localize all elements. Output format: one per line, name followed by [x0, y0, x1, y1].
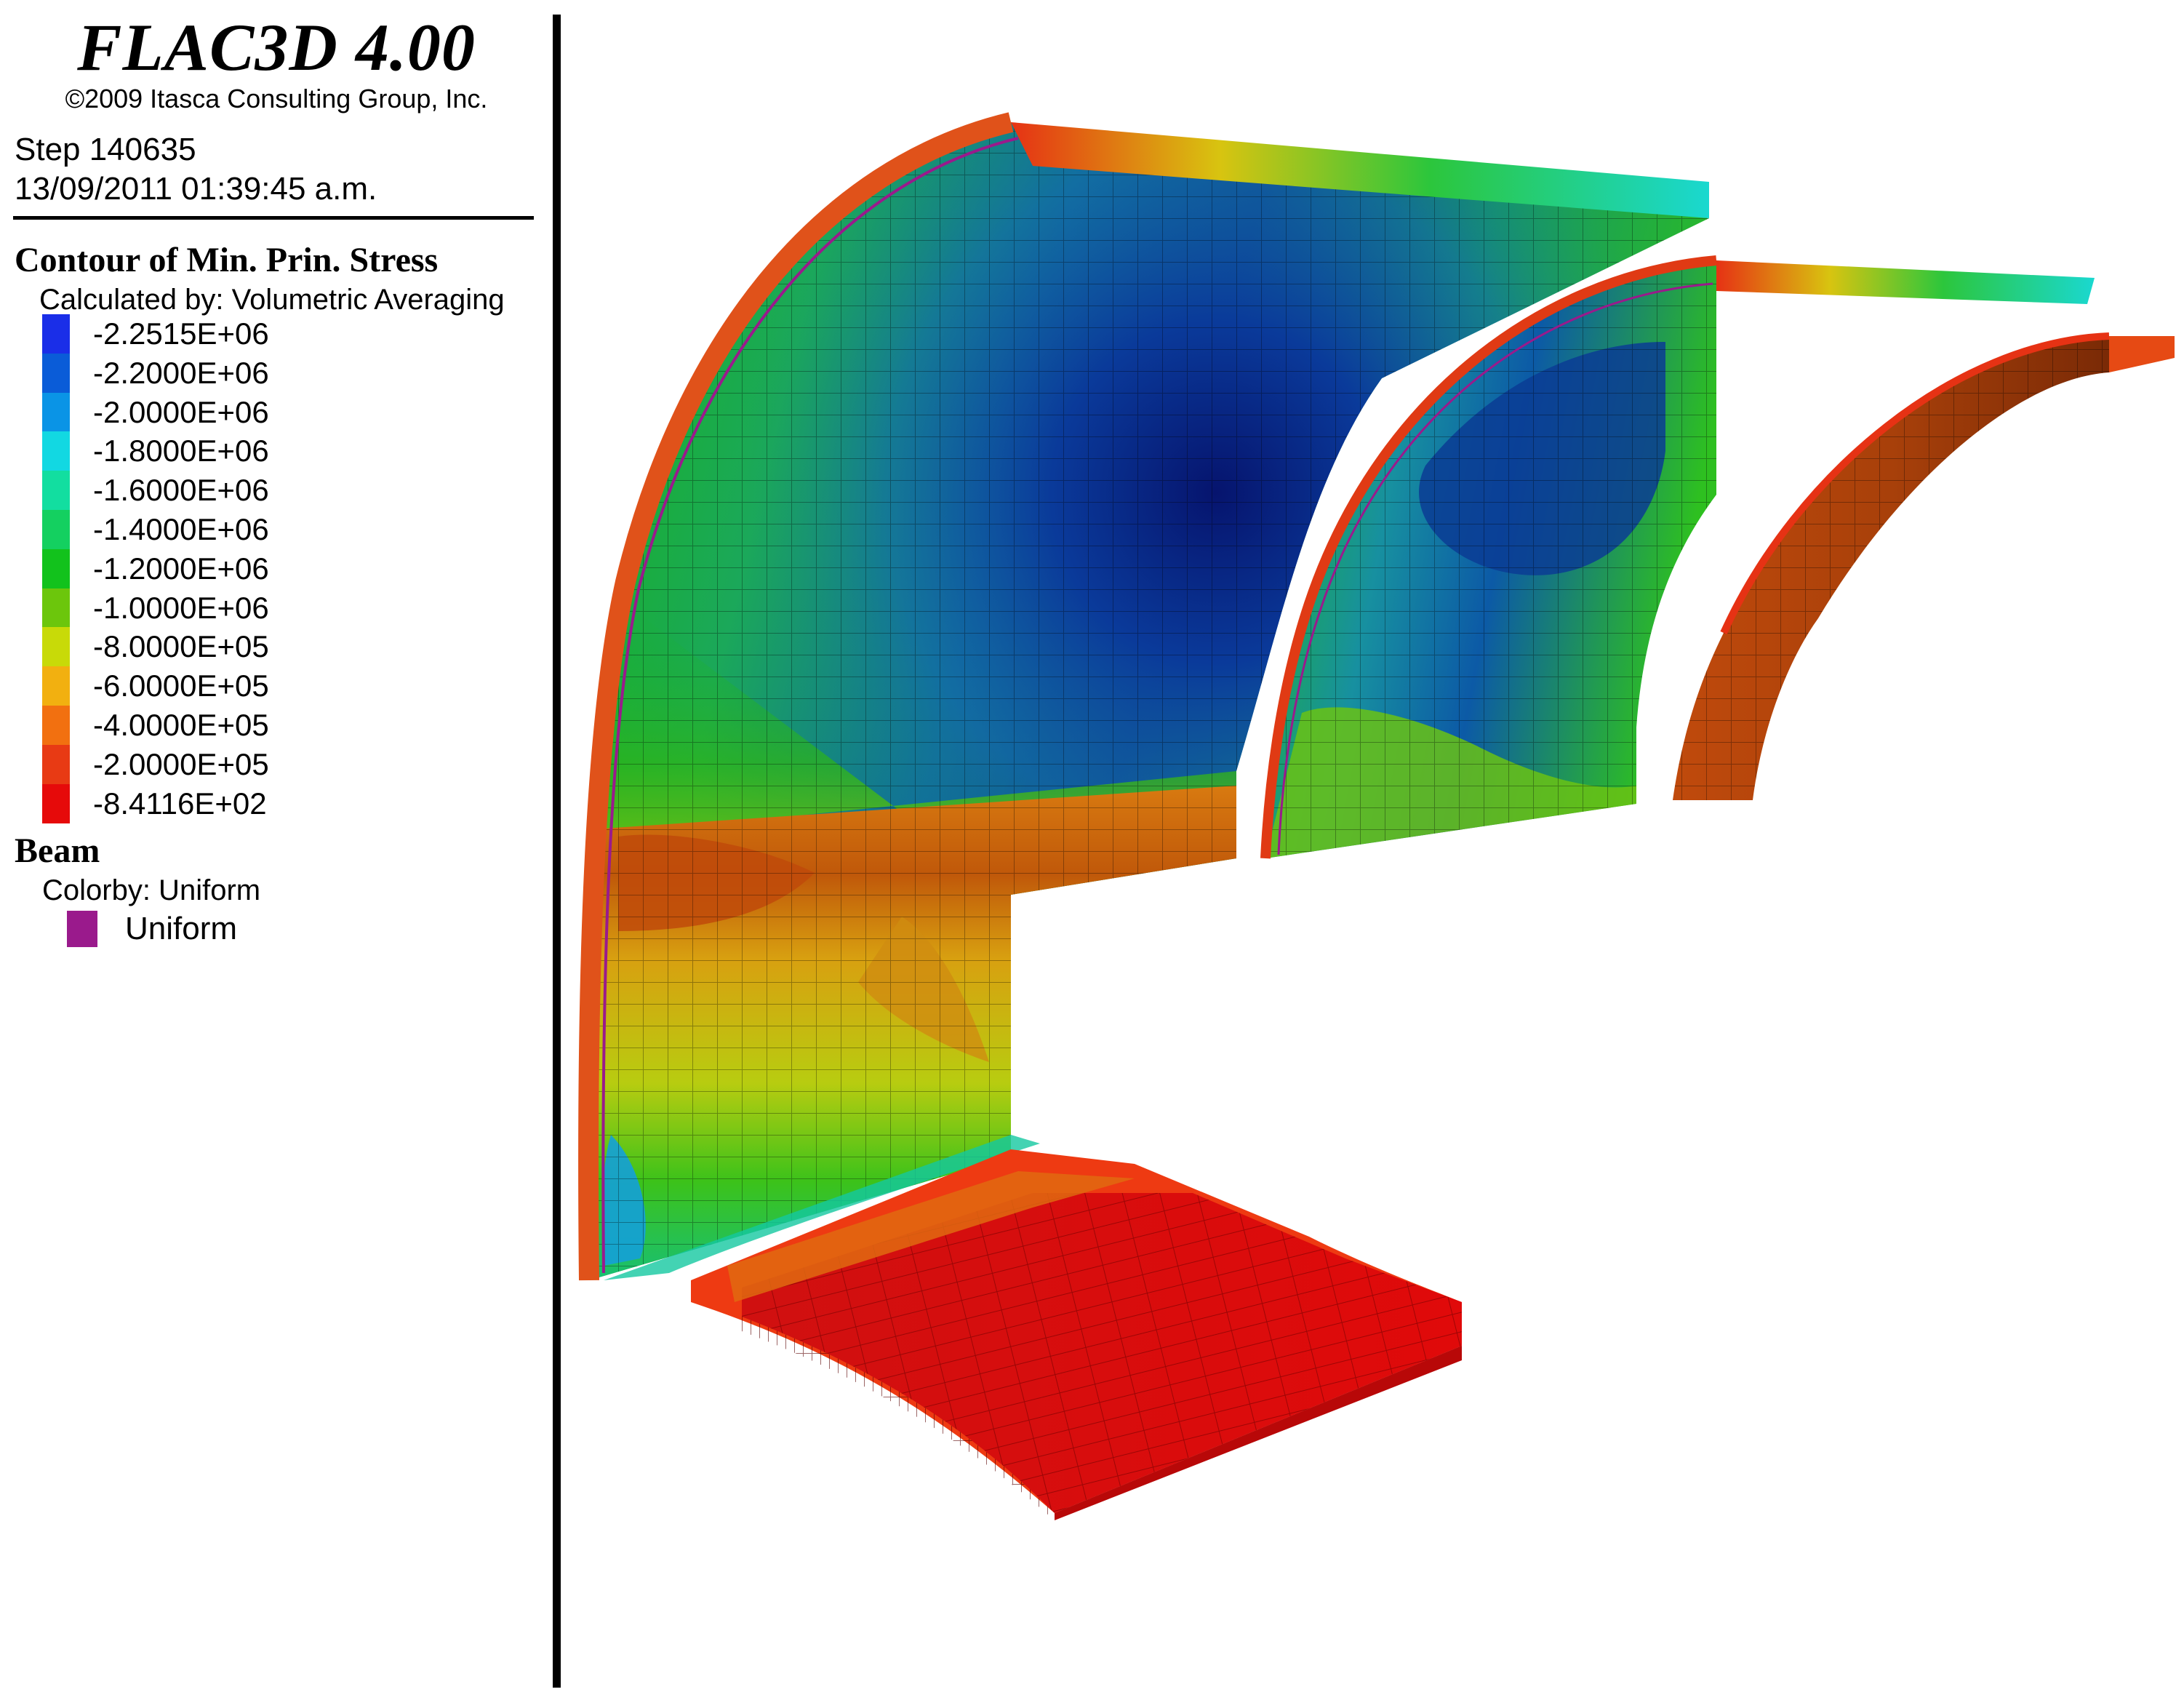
header-divider	[13, 216, 534, 220]
scale-value-label: -6.0000E+05	[93, 669, 269, 703]
scale-value-label: -4.0000E+05	[93, 707, 269, 742]
scale-value-label: -2.2515E+06	[93, 316, 269, 351]
legend-panel: FLAC3D 4.00 ©2009 Itasca Consulting Grou…	[0, 0, 553, 1700]
scale-color-swatch	[42, 353, 70, 393]
scale-entry: -1.8000E+06	[42, 431, 420, 471]
scale-color-swatch	[42, 744, 70, 784]
scale-entry: -2.0000E+06	[42, 392, 420, 432]
scale-value-label: -2.2000E+06	[93, 355, 269, 390]
scale-color-swatch	[42, 548, 70, 588]
scale-value-label: -8.4116E+02	[93, 786, 267, 821]
scale-value-label: -2.0000E+06	[93, 394, 269, 429]
scale-color-swatch	[42, 705, 70, 745]
scale-value-label: -1.2000E+06	[93, 551, 269, 586]
scale-entry: -8.0000E+05	[42, 627, 420, 667]
contour-title: Contour of Min. Prin. Stress	[15, 241, 439, 279]
scale-entry: -2.2000E+06	[42, 353, 420, 393]
scale-entry: -6.0000E+05	[42, 666, 420, 706]
scale-color-swatch	[42, 392, 70, 432]
copyright-text: ©2009 Itasca Consulting Group, Inc.	[65, 84, 488, 113]
timestamp: 13/09/2011 01:39:45 a.m.	[15, 171, 377, 207]
scale-value-label: -1.6000E+06	[93, 473, 269, 508]
scale-entry: -2.2515E+06	[42, 314, 420, 354]
beam-uniform-label: Uniform	[125, 911, 238, 946]
floor-slab	[691, 1149, 1462, 1520]
third-rib	[1673, 332, 2175, 800]
scale-color-swatch	[42, 471, 70, 511]
scale-color-swatch	[42, 509, 70, 549]
scale-color-swatch	[42, 314, 70, 354]
scale-entry: -1.6000E+06	[42, 471, 420, 511]
scale-color-swatch	[42, 431, 70, 471]
scale-entry: -1.2000E+06	[42, 548, 420, 588]
scale-value-label: -1.0000E+06	[93, 590, 269, 625]
scale-entry: -1.4000E+06	[42, 509, 420, 549]
app-title: FLAC3D 4.00	[77, 10, 476, 84]
beam-title: Beam	[15, 831, 100, 870]
second-rib	[1260, 255, 2095, 859]
model-view[interactable]	[575, 0, 2184, 1700]
calculation-method: Calculated by: Volumetric Averaging	[39, 284, 505, 316]
panel-divider	[553, 15, 561, 1688]
first-rib	[578, 112, 1709, 1281]
scale-color-swatch	[42, 588, 70, 628]
beam-colorby: Colorby: Uniform	[42, 874, 261, 906]
scale-entry: -8.4116E+02	[42, 783, 420, 823]
scale-value-label: -2.0000E+05	[93, 746, 269, 781]
scale-color-swatch	[42, 666, 70, 706]
beam-uniform-swatch	[67, 911, 97, 947]
scale-entry: -4.0000E+05	[42, 705, 420, 745]
scale-value-label: -1.4000E+06	[93, 511, 269, 546]
scale-color-swatch	[42, 627, 70, 667]
scale-entry: -1.0000E+06	[42, 588, 420, 628]
scale-value-label: -8.0000E+05	[93, 629, 269, 664]
scale-color-swatch	[42, 783, 70, 823]
step-counter: Step 140635	[15, 132, 196, 167]
scale-entry: -2.0000E+05	[42, 744, 420, 784]
contour-color-scale: -2.2515E+06 -2.2000E+06 -2.0000E+06 -1.8000…	[42, 314, 420, 823]
scale-value-label: -1.8000E+06	[93, 434, 269, 468]
